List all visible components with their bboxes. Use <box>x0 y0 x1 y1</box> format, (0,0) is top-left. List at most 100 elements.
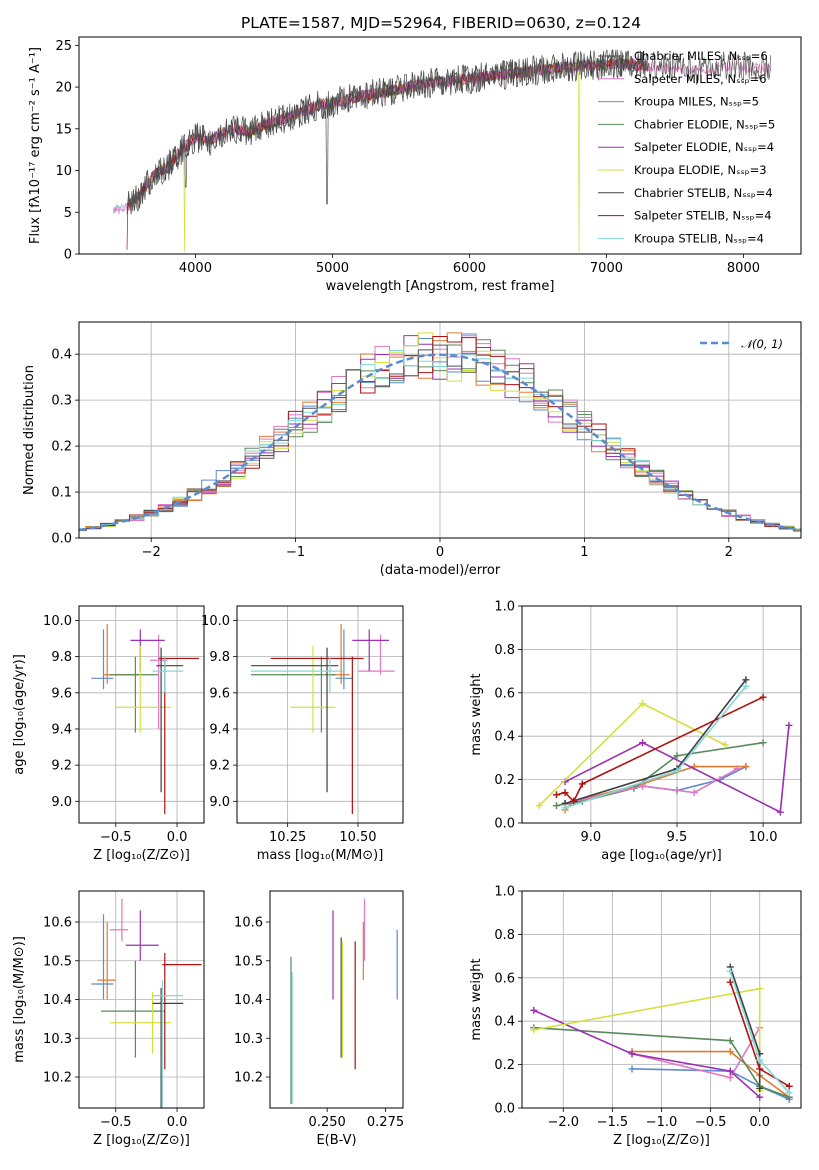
y-axis-label: age [log₁₀(age/yr)] <box>12 654 27 775</box>
y-tick-label: 9.0 <box>51 795 72 810</box>
y-tick-label: 0.6 <box>494 971 515 986</box>
y-tick-label: 10 <box>55 164 72 179</box>
y-tick-label: 10.5 <box>234 954 263 969</box>
y-tick-label: 0.0 <box>494 1102 515 1117</box>
y-tick-label: 0.2 <box>494 1058 515 1073</box>
legend-label: Kroupa STELIB, Nₛₛₚ=4 <box>634 231 764 245</box>
weight-point-marker <box>756 1056 764 1064</box>
y-tick-label: 10.0 <box>43 614 72 629</box>
weight-point-marker <box>639 700 647 708</box>
plot-frame <box>236 605 404 824</box>
weight-point-marker <box>742 676 750 684</box>
y-tick-label: 10.6 <box>234 916 263 931</box>
y-tick-label: 9.4 <box>209 722 230 737</box>
mass-vs-metallicity-panel: −0.5 0.0 10.2 10.3 10.4 10.5 10.6 Z [log₁₀(Z/Z⊙… <box>12 890 205 1148</box>
y-tick-label: 0.4 <box>51 348 72 363</box>
y-tick-label: 0.2 <box>51 440 72 455</box>
x-tick-label: 10.0 <box>749 830 778 845</box>
y-tick-label: 0 <box>64 248 72 263</box>
y-tick-label: 0.0 <box>494 817 515 832</box>
x-axis-label: Z [log₁₀(Z/Z⊙)] <box>93 848 190 863</box>
x-axis-label: Z [log₁₀(Z/Z⊙)] <box>93 1133 190 1148</box>
y-axis-label: mass [log₁₀(M/M⊙)] <box>12 936 27 1063</box>
age-vs-metallicity-panel: −0.5 0.0 9.0 9.2 9.4 9.6 9.8 10.0 Z [log₁₀(Z/Z⊙)… <box>12 605 205 863</box>
y-tick-label: 10.0 <box>201 614 230 629</box>
y-tick-label: 10.3 <box>234 1032 263 1047</box>
x-axis-label: age [log₁₀(age/yr)] <box>601 848 722 863</box>
x-tick-label: 0.0 <box>167 830 188 845</box>
y-tick-label: 10.4 <box>234 993 263 1008</box>
y-tick-label: 1.0 <box>494 600 515 615</box>
normal-reference-curve <box>78 353 802 532</box>
y-tick-label: 10.3 <box>43 1032 72 1047</box>
y-tick-label: 9.6 <box>209 686 230 701</box>
weight-vs-age-panel: 9.0 9.5 10.0 0.0 0.2 0.4 0.6 0.8 1.0 age [log₁₀(a… <box>469 600 802 863</box>
x-tick-label: 6000 <box>453 261 486 276</box>
x-tick-label: −1.0 <box>646 1115 678 1130</box>
legend-label: Chabrier MILES, Nₛₛₚ=6 <box>634 49 768 63</box>
weight-point-marker <box>561 804 569 812</box>
weight-point-marker <box>733 765 741 773</box>
weight-series-line <box>564 685 747 809</box>
weight-point-marker <box>721 741 729 749</box>
spectrum-panel: 4000 5000 6000 7000 8000 0 5 10 15 20 25 wavelength… <box>28 36 802 294</box>
plot-frame <box>521 890 802 1109</box>
x-tick-label: 0.0 <box>167 1115 188 1130</box>
legend-label: Salpeter ELODIE, Nₛₛₚ=4 <box>634 140 774 154</box>
weight-point-marker <box>690 789 698 797</box>
x-tick-label: 8000 <box>727 261 760 276</box>
x-tick-label: 1 <box>580 545 588 560</box>
weight-point-marker <box>785 1089 793 1097</box>
figure-title: PLATE=1587, MJD=52964, FIBERID=0630, z=0… <box>241 14 641 32</box>
x-tick-label: 0.250 <box>309 1115 346 1130</box>
y-tick-label: 10.5 <box>43 954 72 969</box>
y-tick-label: 0.4 <box>494 1015 515 1030</box>
weight-point-marker <box>742 763 750 771</box>
x-tick-label: 5000 <box>316 261 349 276</box>
weight-series-line <box>533 1009 761 1098</box>
weight-series-line <box>564 725 790 814</box>
y-tick-label: 25 <box>55 39 72 54</box>
plot-frame <box>521 605 802 824</box>
legend-label: Kroupa ELODIE, Nₛₛₚ=3 <box>634 163 767 177</box>
mass-vs-reddening-panel: 0.250 0.275 10.2 10.3 10.4 10.5 10.6 E(B-V) <box>234 890 404 1148</box>
x-tick-label: 10.25 <box>269 830 306 845</box>
x-tick-label: −0.5 <box>100 1115 132 1130</box>
x-axis-label: Z [log₁₀(Z/Z⊙)] <box>613 1133 710 1148</box>
weight-point-marker <box>742 682 750 690</box>
y-tick-label: 9.6 <box>51 686 72 701</box>
y-axis-label: mass weight <box>469 673 484 755</box>
x-tick-label: −2.0 <box>547 1115 579 1130</box>
spectrum-series-line <box>126 49 771 215</box>
x-axis-label: mass [log₁₀(M/M⊙)] <box>257 848 384 863</box>
x-tick-label: −2 <box>142 545 161 560</box>
weight-point-marker <box>552 791 560 799</box>
x-axis-label: (data-model)/error <box>380 563 501 578</box>
x-tick-label: 10.50 <box>339 830 376 845</box>
y-tick-label: 9.8 <box>51 650 72 665</box>
y-tick-label: 10.6 <box>43 916 72 931</box>
y-tick-label: 0.2 <box>494 773 515 788</box>
x-tick-label: 0.0 <box>749 1115 770 1130</box>
weight-point-marker <box>639 782 647 790</box>
x-tick-label: −1.5 <box>597 1115 629 1130</box>
plot-frame <box>269 890 404 1109</box>
y-tick-label: 10.4 <box>43 993 72 1008</box>
weight-point-marker <box>578 780 586 788</box>
x-axis-label: E(B-V) <box>316 1133 356 1148</box>
weight-point-marker <box>535 802 543 810</box>
spectrum-series-line <box>126 49 648 215</box>
y-tick-label: 0.8 <box>494 928 515 943</box>
plot-frame <box>78 890 205 1109</box>
x-tick-label: −0.5 <box>695 1115 727 1130</box>
weight-point-marker <box>756 985 764 993</box>
weight-series-line <box>631 1068 790 1101</box>
plot-frame <box>78 36 802 255</box>
weight-point-marker <box>726 1067 734 1075</box>
plot-frame <box>78 321 802 539</box>
x-tick-label: 0 <box>436 545 444 560</box>
weight-point-marker <box>570 797 578 805</box>
y-tick-label: 0.3 <box>51 394 72 409</box>
y-tick-label: 0.0 <box>51 532 72 547</box>
